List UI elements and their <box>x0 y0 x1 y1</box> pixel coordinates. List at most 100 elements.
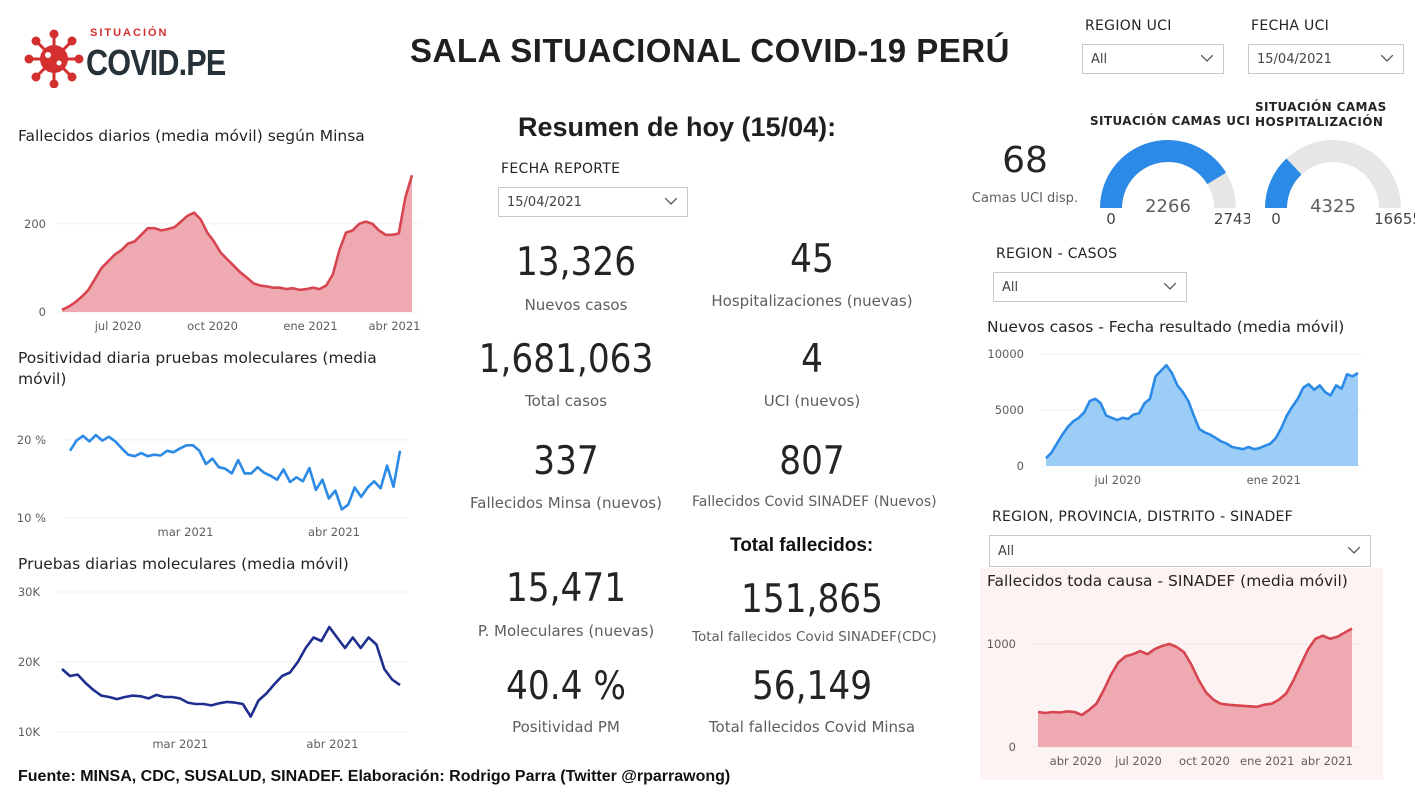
gauge-track <box>1265 140 1401 208</box>
x-tick-label: abr 2021 <box>369 319 421 333</box>
x-tick-label: ene 2021 <box>1247 473 1301 487</box>
gauge-min-label: 0 <box>1271 210 1281 228</box>
y-tick-label: 30K <box>18 585 41 599</box>
kpi-positividad-value: 40.4 % <box>506 664 626 709</box>
region-casos-label: REGION - CASOS <box>996 246 1118 262</box>
kpi-total-minsa-value: 56,149 <box>751 664 873 709</box>
fecha-uci-dropdown[interactable]: 15/04/2021 <box>1248 44 1404 74</box>
positividad-title: Positividad diaria pruebas moleculares (… <box>18 349 377 388</box>
kpi-total-casos-label: Total casos <box>524 392 608 410</box>
region-sinadef-dropdown[interactable]: All <box>989 535 1371 567</box>
y-tick-label: 1000 <box>987 637 1016 651</box>
fallecidos-sinadef-chart: 0 1000 abr 2020 jul 2020 oct 2020 ene 2021 abr… <box>987 627 1360 768</box>
region-sinadef-label: REGION, PROVINCIA, DISTRITO - SINADEF <box>992 509 1294 525</box>
kpi-total-sinadef-value: 151,865 <box>741 577 883 622</box>
footer-source: Fuente: MINSA, CDC, SUSALUD, SINADEF. El… <box>18 768 731 785</box>
pruebas-title: Pruebas diarias moleculares (media móvil… <box>18 555 349 573</box>
kpi-fallecidos-sinadef-value: 807 <box>779 439 845 484</box>
x-tick-label: jul 2020 <box>1114 754 1162 768</box>
kpi-pruebas-value: 15,471 <box>505 566 627 611</box>
kpi-pruebas-label: P. Moleculares (nuevas) <box>477 622 655 640</box>
gauge-uci-title: SITUACIÓN CAMAS UCI <box>1090 114 1251 128</box>
gauge-value-label: 4325 <box>1310 196 1356 217</box>
x-tick-label: oct 2020 <box>187 319 238 333</box>
total-fallecidos-heading: Total fallecidos: <box>730 535 874 556</box>
y-tick-label: 10K <box>18 725 41 739</box>
y-tick-label: 20K <box>18 655 41 669</box>
fecha-uci-value: 15/04/2021 <box>1257 51 1332 67</box>
series-line <box>61 625 401 718</box>
kpi-positividad-label: Positividad PM <box>512 718 620 736</box>
x-tick-label: jul 2020 <box>94 319 142 333</box>
y-tick-label: 0 <box>1017 459 1024 473</box>
chevron-down-icon <box>1348 547 1360 554</box>
pruebas-chart: 10K 20K 30K mar 2021 abr 2021 <box>18 585 408 751</box>
kpi-total-sinadef-label: Total fallecidos Covid SINADEF(CDC) <box>692 629 937 645</box>
gauge-hosp-title: SITUACIÓN CAMAS HOSPITALIZACIÓN <box>1255 100 1387 129</box>
chevron-down-icon <box>1164 283 1176 290</box>
x-tick-label: abr 2021 <box>306 737 358 751</box>
fallecidos-minsa-chart: 0 200 jul 2020 oct 2020 ene 2021 abr 2021 <box>24 174 421 333</box>
y-tick-label: 0 <box>39 305 46 319</box>
x-tick-label: mar 2021 <box>152 737 208 751</box>
y-tick-label: 0 <box>1009 740 1016 754</box>
x-tick-label: abr 2021 <box>308 525 360 539</box>
y-tick-label: 5000 <box>995 403 1024 417</box>
gauge-uci: 2266 0 2743 <box>1100 140 1250 228</box>
chevron-down-icon <box>665 198 677 205</box>
logo-big-text: COVID.PE <box>86 42 226 83</box>
chevron-down-icon <box>1201 55 1213 62</box>
fallecidos-sinadef-title: Fallecidos toda causa - SINADEF (media m… <box>987 572 1348 590</box>
x-tick-label: jul 2020 <box>1093 473 1141 487</box>
kpi-fallecidos-sinadef-label: Fallecidos Covid SINADEF (Nuevos) <box>692 494 937 510</box>
kpi-uci-value: 4 <box>801 337 823 382</box>
kpi-fallecidos-minsa-value: 337 <box>533 439 599 484</box>
nuevos-casos-chart: 0 5000 10000 jul 2020 ene 2021 <box>987 347 1366 487</box>
series-area <box>1038 628 1352 747</box>
logo-small-text: SITUACIÓN <box>90 27 169 39</box>
y-tick-label: 10000 <box>987 347 1024 361</box>
x-tick-label: abr 2020 <box>1050 754 1102 768</box>
fecha-reporte-dropdown[interactable]: 15/04/2021 <box>498 187 688 217</box>
camas-uci-value: 68 <box>1002 140 1048 181</box>
series-area <box>62 175 412 312</box>
kpi-fallecidos-minsa-label: Fallecidos Minsa (nuevos) <box>470 494 662 512</box>
kpi-hospitalizaciones-label: Hospitalizaciones (nuevas) <box>711 292 913 310</box>
x-tick-label: ene 2021 <box>283 319 337 333</box>
virus-icon <box>24 29 84 88</box>
fecha-uci-label: FECHA UCI <box>1251 18 1330 34</box>
kpi-total-minsa-label: Total fallecidos Covid Minsa <box>708 718 916 736</box>
series-line <box>1037 627 1353 717</box>
x-tick-label: ene 2021 <box>1240 754 1294 768</box>
summary-title: Resumen de hoy (15/04): <box>518 112 837 142</box>
y-tick-label: 20 % <box>17 433 46 447</box>
kpi-uci-label: UCI (nuevos) <box>763 392 861 410</box>
gauge-value-label: 2266 <box>1145 196 1191 217</box>
logo: SITUACIÓN COVID.PE <box>20 20 226 90</box>
fecha-reporte-value: 15/04/2021 <box>507 194 582 210</box>
series-line <box>1045 363 1359 460</box>
region-uci-value: All <box>1091 51 1108 67</box>
region-uci-label: REGION UCI <box>1085 18 1172 34</box>
kpi-total-casos-value: 1,681,063 <box>478 337 654 382</box>
gauge-fill <box>1100 140 1227 208</box>
fallecidos-minsa-title: Fallecidos diarios (media móvil) según M… <box>18 127 365 145</box>
series-line <box>68 433 402 511</box>
region-uci-dropdown[interactable]: All <box>1082 44 1224 74</box>
series-line <box>61 174 414 311</box>
gauge-max-label: 2743 <box>1214 210 1250 228</box>
x-tick-label: mar 2021 <box>158 525 214 539</box>
gauge-hosp: 4325 0 16655 <box>1265 140 1415 228</box>
region-casos-value: All <box>1002 279 1019 295</box>
region-casos-dropdown[interactable]: All <box>993 272 1187 302</box>
y-tick-label: 10 % <box>17 511 46 525</box>
gauge-max-label: 16655 <box>1374 210 1415 228</box>
gauge-min-label: 0 <box>1106 210 1116 228</box>
positividad-chart: 10 % 20 % mar 2021 abr 2021 <box>17 433 408 539</box>
x-tick-label: oct 2020 <box>1179 754 1230 768</box>
page-title: SALA SITUACIONAL COVID-19 PERÚ <box>410 32 1010 69</box>
kpi-nuevos-casos-value: 13,326 <box>515 240 637 285</box>
series-area <box>1046 365 1358 466</box>
y-tick-label: 200 <box>24 217 46 231</box>
kpi-hospitalizaciones-value: 45 <box>790 237 834 282</box>
